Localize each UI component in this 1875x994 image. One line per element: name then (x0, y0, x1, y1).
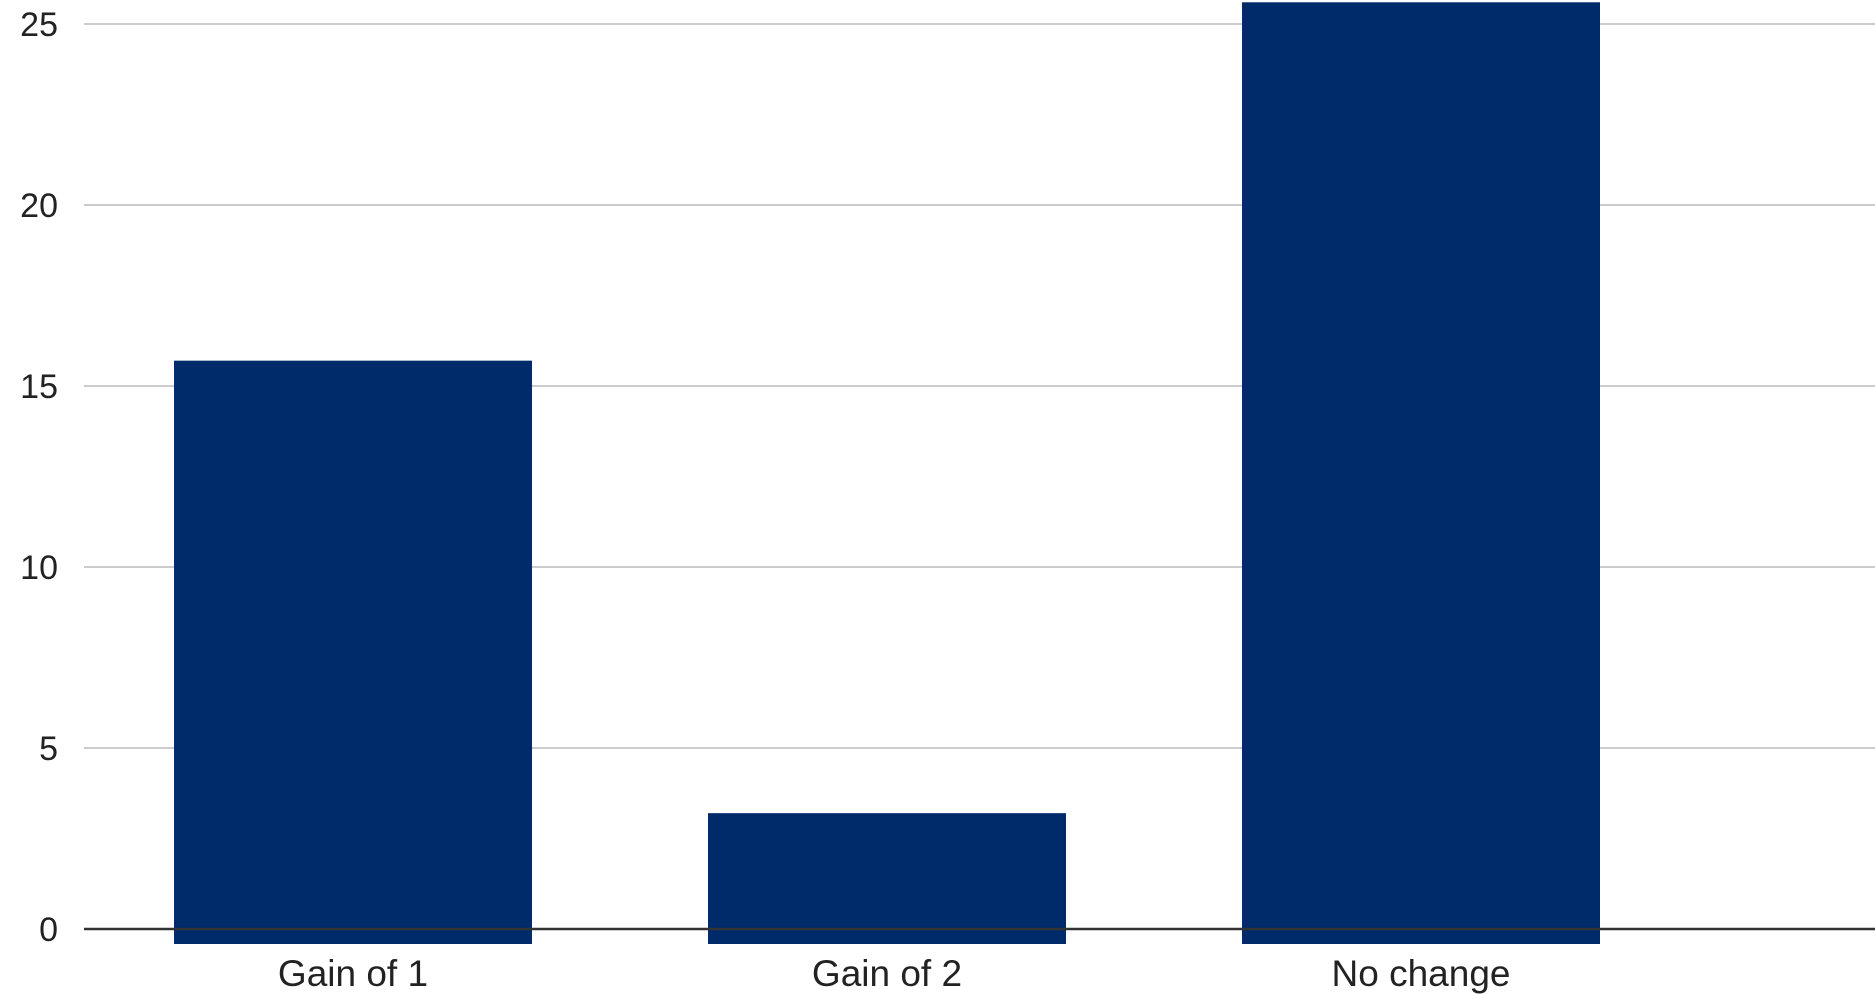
x-category-label: No change (1332, 953, 1511, 994)
x-category-label: Gain of 2 (812, 953, 962, 994)
y-axis-tick-labels: 0 5 10 15 20 25 (20, 6, 58, 949)
bar-gain-of-2 (708, 813, 1066, 944)
x-axis-category-labels: Gain of 1 Gain of 2 No change (278, 953, 1511, 994)
x-category-label: Gain of 1 (278, 953, 428, 994)
y-tick-label: 5 (39, 730, 58, 768)
bar-gain-of-1 (174, 360, 532, 944)
y-tick-label: 0 (39, 911, 58, 949)
y-tick-label: 25 (20, 6, 58, 44)
y-tick-label: 10 (20, 549, 58, 587)
bars (174, 2, 1600, 944)
bar-no-change (1242, 2, 1600, 944)
y-tick-label: 20 (20, 187, 58, 225)
y-tick-label: 15 (20, 368, 58, 406)
